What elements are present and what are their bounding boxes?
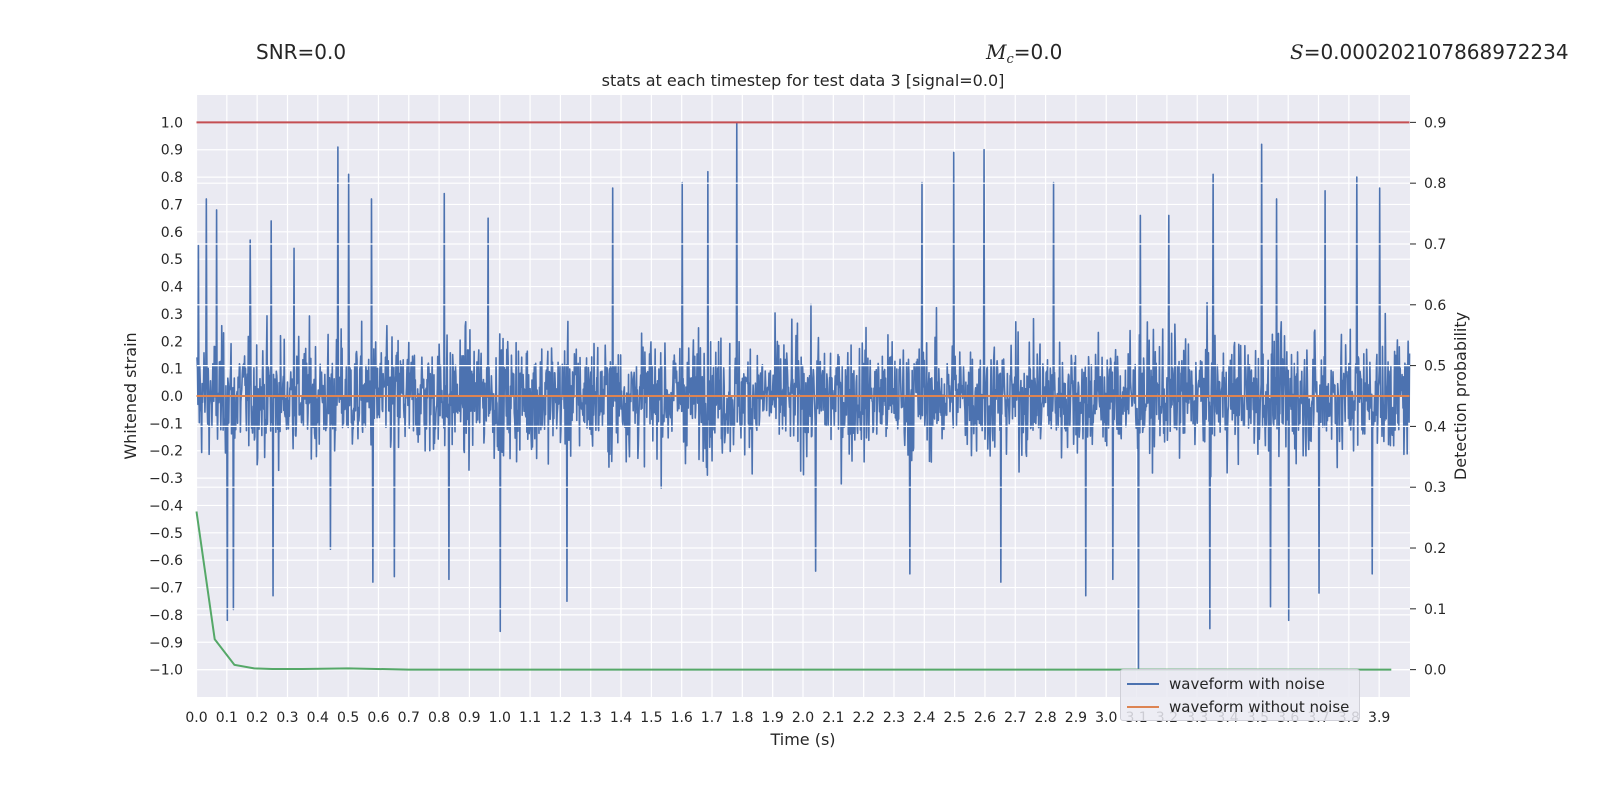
chirp-mass-subscript: c [1006,52,1014,67]
x-tick-label: 1.4 [610,710,632,726]
x-tick-label: 1.7 [701,710,723,726]
x-tick-label: 1.2 [549,710,571,726]
x-tick-label: 1.8 [731,710,753,726]
y-left-tick-label: 0.7 [161,197,183,213]
x-tick-label: 0.0 [185,710,207,726]
detection-probability-line [195,511,1392,671]
x-tick-label: 2.4 [913,710,935,726]
x-tick-label: 2.9 [1065,710,1087,726]
y-left-tick-label: −0.3 [149,471,183,487]
y-axis-left-label: Whitened strain [121,332,140,459]
legend-item-waveform-without-noise: waveform without noise [1127,697,1349,717]
x-tick-label: 0.1 [216,710,238,726]
legend-item-waveform-with-noise: waveform with noise [1127,674,1325,694]
legend: waveform with noise waveform without noi… [1120,669,1360,721]
y-left-tick-label: 0.2 [161,334,183,350]
y-left-tick-label: 1.0 [161,115,183,131]
y-left-tick-label: 0.1 [161,362,183,378]
y-right-tick-label: 0.2 [1424,541,1446,557]
y-left-tick-label: −1.0 [149,663,183,679]
x-tick-label: 2.8 [1034,710,1056,726]
x-tick-label: 1.3 [580,710,602,726]
y-left-tick-label: −0.7 [149,581,183,597]
y-left-tick-label: −0.5 [149,526,183,542]
x-tick-label: 0.5 [337,710,359,726]
y-left-tick-label: 0.3 [161,307,183,323]
y-right-tick-label: 0.5 [1424,359,1446,375]
s-score-symbol: S [1290,40,1304,64]
y-left-tick-label: 0.9 [161,143,183,159]
y-left-tick-label: 0.0 [161,389,183,405]
y-left-tick-label: 0.6 [161,225,183,241]
y-left-tick-label: −0.8 [149,608,183,624]
noise-waveform-line [196,121,1411,671]
y-right-tick-label: 0.3 [1424,480,1446,496]
x-tick-label: 0.7 [398,710,420,726]
x-tick-label: 2.6 [974,710,996,726]
x-tick-label: 0.8 [428,710,450,726]
legend-swatch-blue [1127,683,1159,685]
x-tick-label: 0.9 [458,710,480,726]
x-tick-label: 2.5 [943,710,965,726]
y-left-tick-label: 0.5 [161,252,183,268]
x-tick-label: 2.2 [853,710,875,726]
y-axis-right-label: Detection probability [1451,312,1470,480]
x-tick-label: 2.7 [1004,710,1026,726]
series-waveform-with-noise [196,121,1411,671]
y-left-tick-label: 0.4 [161,280,183,296]
s-score-label: S=0.000202107868972234 [1290,40,1569,64]
y-left-tick-label: −0.4 [149,498,183,514]
legend-label: waveform without noise [1169,698,1350,716]
axis-ticks: 0.0 0.1 0.2 0.3 0.4 0.5 0.6 0.7 0.8 0.9 1.0 1.1 1.2 1… [149,115,1446,726]
y-left-tick-label: −0.6 [149,553,183,569]
grid [195,95,1410,697]
x-axis-label: Time (s) [769,730,835,749]
x-tick-label: 1.5 [640,710,662,726]
y-left-tick-label: 0.8 [161,170,183,186]
legend-label: waveform with noise [1169,675,1325,693]
chart-title: stats at each timestep for test data 3 [… [602,71,1005,90]
snr-label: SNR=0.0 [256,40,347,64]
y-right-tick-label: 0.4 [1424,419,1446,435]
s-score-value: =0.000202107868972234 [1303,40,1569,64]
y-right-tick-label: 0.8 [1424,176,1446,192]
x-tick-label: 2.3 [883,710,905,726]
x-tick-label: 0.4 [307,710,329,726]
x-tick-label: 2.0 [792,710,814,726]
y-right-tick-label: 0.7 [1424,237,1446,253]
y-right-tick-label: 0.6 [1424,298,1446,314]
chirp-mass-value: =0.0 [1013,40,1063,64]
x-tick-label: 2.1 [822,710,844,726]
y-right-tick-label: 0.1 [1424,602,1446,618]
x-tick-label: 0.2 [246,710,268,726]
y-right-tick-label: 0.9 [1424,115,1446,131]
x-tick-label: 1.1 [519,710,541,726]
chirp-mass-label: Mc=0.0 [986,40,1062,67]
x-tick-label: 3.9 [1368,710,1390,726]
x-tick-label: 1.0 [489,710,511,726]
x-tick-label: 3.0 [1095,710,1117,726]
x-tick-label: 0.3 [276,710,298,726]
y-right-tick-label: 0.0 [1424,663,1446,679]
chirp-mass-symbol: M [986,40,1007,64]
y-left-tick-label: −0.2 [149,444,183,460]
y-left-tick-label: −0.1 [149,416,183,432]
x-tick-label: 0.6 [367,710,389,726]
x-tick-label: 1.9 [762,710,784,726]
y-left-tick-label: −0.9 [149,635,183,651]
x-tick-label: 1.6 [671,710,693,726]
legend-swatch-orange [1127,706,1159,708]
